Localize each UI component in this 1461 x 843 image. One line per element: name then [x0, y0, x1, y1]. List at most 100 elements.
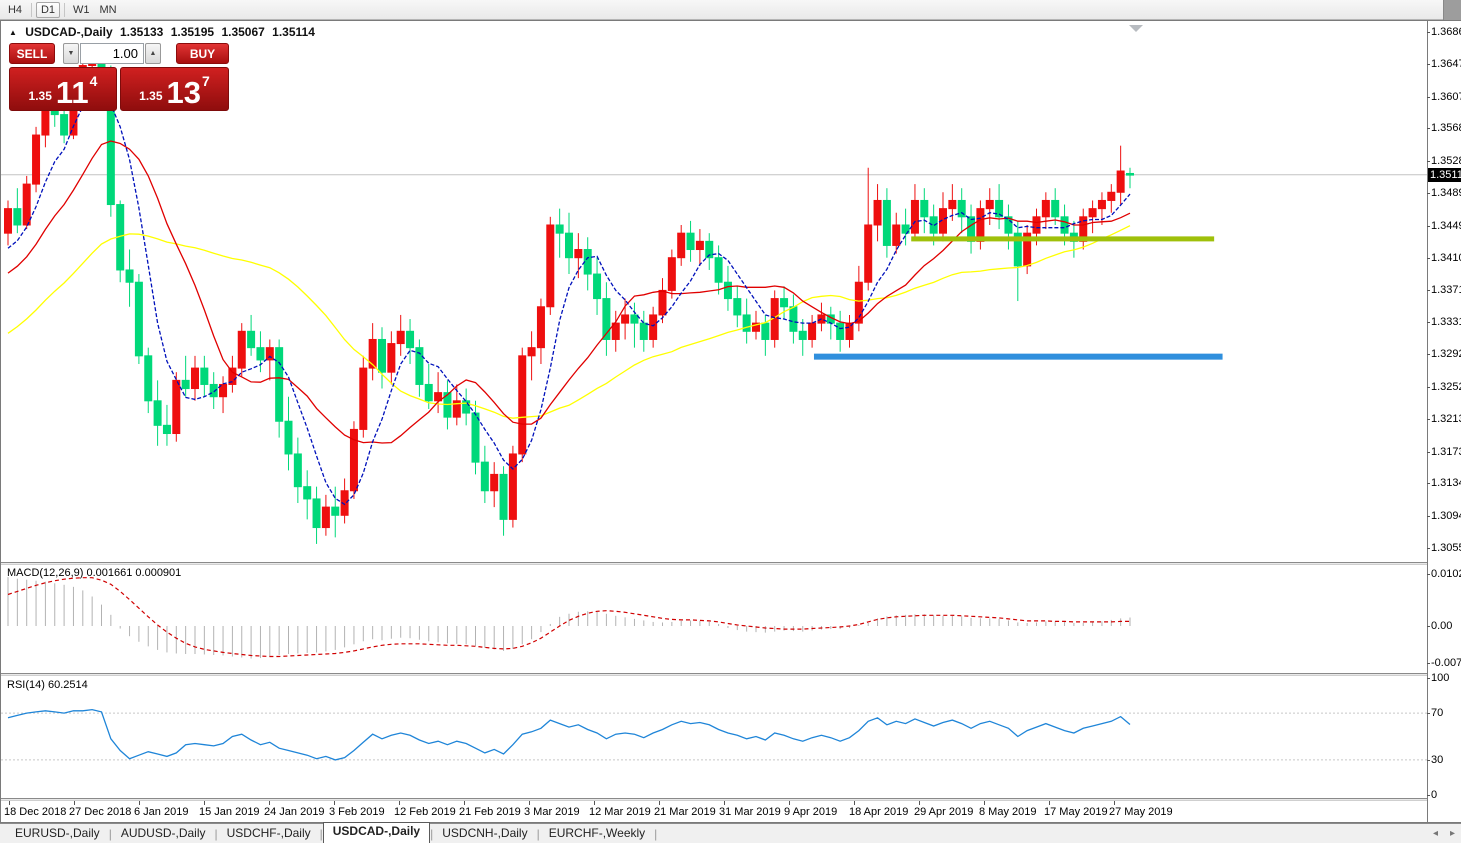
date-label: 24 Jan 2019	[264, 806, 325, 818]
buy-price-display[interactable]: 1.35 13 7	[120, 67, 229, 111]
price-tick-label: 1.34100	[1427, 252, 1461, 264]
volume-increase-button[interactable]: ▲	[145, 43, 161, 64]
tab-divider: |	[108, 826, 112, 841]
timeframe-button-w1[interactable]: W1	[69, 2, 94, 18]
chart-tab-usdcad[interactable]: USDCAD-,Daily	[322, 822, 431, 843]
sell-price-prefix: 1.35	[28, 89, 52, 103]
date-label: 12 Mar 2019	[589, 806, 651, 818]
date-label: 18 Apr 2019	[849, 806, 909, 818]
spinner-down-icon: ▼	[67, 50, 75, 57]
date-tick	[529, 801, 530, 805]
chart-tab-usdcnh[interactable]: USDCNH-,Daily	[442, 825, 528, 840]
tab-scroll-right-icon[interactable]: ▸	[1449, 828, 1455, 839]
volume-decrease-button[interactable]: ▼	[63, 43, 79, 64]
tab-divider: |	[536, 826, 540, 841]
price-tick-label: 1.33710	[1427, 284, 1461, 296]
tab-divider: |	[654, 826, 658, 841]
current-price-tag: 1.35114	[1428, 167, 1461, 182]
price-tick-label: 1.36070	[1427, 91, 1461, 103]
rsi-indicator-canvas[interactable]	[1, 677, 1427, 798]
rsi-scale-label: 30	[1427, 754, 1443, 766]
price-tick-label: 1.36860	[1427, 26, 1461, 38]
tab-scroll-nav: ◂ ▸	[1433, 828, 1455, 839]
pane-splitter[interactable]	[1, 562, 1460, 565]
date-tick	[984, 801, 985, 805]
date-label: 21 Mar 2019	[654, 806, 716, 818]
rsi-scale-label: 0	[1427, 789, 1437, 801]
chart-window: ▲ USDCAD-,Daily 1.35133 1.35195 1.35067 …	[0, 20, 1461, 823]
date-tick	[854, 801, 855, 805]
date-tick	[9, 801, 10, 805]
date-label: 31 Mar 2019	[719, 806, 781, 818]
sell-button[interactable]: SELL	[9, 43, 55, 64]
date-label: 27 Dec 2018	[69, 806, 132, 818]
price-tick-label: 1.35680	[1427, 122, 1461, 134]
date-tick	[919, 801, 920, 805]
open-value: 1.35133	[119, 25, 164, 39]
chart-tab-audusd[interactable]: AUDUSD-,Daily	[120, 825, 206, 840]
sell-price-big: 11	[55, 74, 89, 110]
timeframe-button-mn[interactable]: MN	[96, 2, 121, 18]
price-tick-label: 1.31340	[1427, 477, 1461, 489]
date-label: 29 Apr 2019	[914, 806, 974, 818]
volume-input[interactable]: 1.00	[80, 43, 144, 64]
toolbar-corner-block	[1443, 0, 1461, 20]
price-axis[interactable]: 1.36860 1.36470 1.36070 1.35680 1.35280 1.348…	[1427, 21, 1461, 822]
pane-splitter[interactable]	[1, 798, 1460, 801]
price-chart-canvas[interactable]	[1, 21, 1427, 562]
price-tick-label: 1.32920	[1427, 348, 1461, 360]
date-tick	[74, 801, 75, 805]
rsi-scale-label: 100	[1427, 672, 1449, 684]
macd-scale-label: 0.00	[1427, 620, 1452, 632]
timeframe-button-d1[interactable]: D1	[36, 1, 60, 18]
buy-price-big: 13	[166, 74, 202, 110]
price-tick-label: 1.31730	[1427, 446, 1461, 458]
date-label: 21 Feb 2019	[459, 806, 521, 818]
toolbar-divider	[31, 2, 32, 17]
one-click-trading-panel: SELL ▼ 1.00 ▲ BUY 1.35 11 4 1.35 13 7	[9, 43, 229, 111]
date-tick	[399, 801, 400, 805]
low-value: 1.35067	[221, 25, 265, 39]
date-label: 9 Apr 2019	[784, 806, 838, 818]
date-label: 27 May 2019	[1109, 806, 1173, 818]
chart-tab-eurchf[interactable]: EURCHF-,Weekly	[548, 825, 646, 840]
rsi-scale-label: 70	[1427, 707, 1443, 719]
toolbar-divider	[64, 2, 65, 17]
date-tick	[1049, 801, 1050, 805]
date-label: 3 Feb 2019	[329, 806, 385, 818]
macd-scale-label: -0.00747	[1427, 657, 1461, 669]
buy-price-sup: 7	[202, 73, 210, 89]
tab-scroll-left-icon[interactable]: ◂	[1432, 828, 1438, 839]
date-tick	[204, 801, 205, 805]
pane-splitter[interactable]	[1, 673, 1460, 676]
price-tick-label: 1.33310	[1427, 316, 1461, 328]
macd-indicator-canvas[interactable]	[1, 566, 1427, 673]
date-label: 8 May 2019	[979, 806, 1037, 818]
timeframe-button-h4[interactable]: H4	[3, 2, 27, 18]
price-tick-label: 1.35280	[1427, 155, 1461, 167]
close-value: 1.35114	[272, 25, 315, 39]
date-axis[interactable]: 18 Dec 2018 27 Dec 2018 6 Jan 2019 15 Jan 2…	[1, 801, 1427, 822]
date-label: 6 Jan 2019	[134, 806, 189, 818]
price-tick-label: 1.34890	[1427, 187, 1461, 199]
high-value: 1.35195	[170, 25, 215, 39]
macd-scale-label: 0.010225	[1427, 568, 1461, 580]
price-tick-label: 1.30550	[1427, 542, 1461, 554]
date-tick	[464, 801, 465, 805]
date-label: 3 Mar 2019	[524, 806, 580, 818]
ohlc-info-line: ▲ USDCAD-,Daily 1.35133 1.35195 1.35067 …	[9, 25, 319, 39]
date-tick	[269, 801, 270, 805]
timeframe-buttons: H4 D1 W1 MN	[2, 1, 122, 18]
chart-tab-usdchf[interactable]: USDCHF-,Daily	[226, 825, 311, 840]
date-label: 17 May 2019	[1044, 806, 1108, 818]
sell-price-sup: 4	[89, 73, 98, 89]
tab-divider: |	[319, 826, 323, 841]
chart-tab-eurusd[interactable]: EURUSD-,Daily	[15, 825, 100, 840]
chart-tabs: EURUSD-,Daily | AUDUSD-,Daily | USDCHF-,Dail…	[6, 822, 658, 843]
panel-collapse-icon[interactable]: ▲	[9, 28, 17, 37]
sell-price-display[interactable]: 1.35 11 4	[9, 67, 117, 111]
price-tick-label: 1.32130	[1427, 413, 1461, 425]
buy-button[interactable]: BUY	[176, 43, 229, 64]
buy-price-prefix: 1.35	[139, 89, 163, 103]
